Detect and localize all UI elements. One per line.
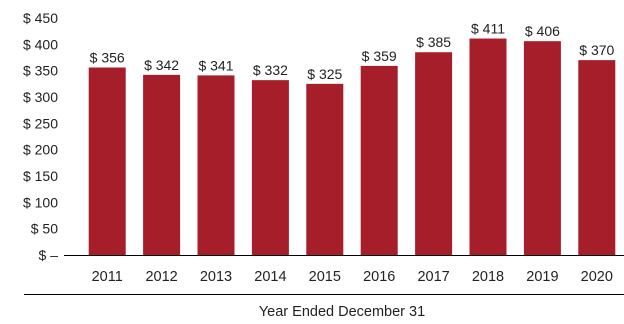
data-labels-group: $ 356 $ 342 $ 341 $ 332 $ 325 $ 359 $ 385 $ 411…	[90, 21, 615, 82]
bars-group	[88, 38, 616, 256]
x-tick-label-2016: 2016	[363, 269, 395, 285]
x-tick-label-2019: 2019	[526, 269, 558, 285]
bar-2015	[306, 83, 344, 255]
x-axis-title: Year Ended December 31	[259, 304, 425, 320]
y-axis: $ – $ 50 $ 100 $ 150 $ 200 $ 250 $ 300 $ 350 $ 4…	[23, 10, 58, 263]
bar-2017	[415, 52, 453, 255]
x-tick-label-2017: 2017	[417, 269, 449, 285]
x-axis: 2011 2012 2013 2014 2015 2016 2017 2018 2019 2020	[92, 269, 613, 285]
bar-2016	[360, 65, 398, 255]
data-label-2017: $ 385	[416, 34, 451, 50]
data-label-2018: $ 411	[471, 21, 505, 37]
y-tick-label: $ 400	[23, 36, 58, 52]
y-tick-label: $ –	[39, 247, 59, 263]
y-tick-label: $ 200	[23, 142, 58, 158]
y-tick-label: $ 450	[23, 10, 58, 26]
y-tick-label: $ 100	[23, 194, 58, 210]
x-tick-label-2011: 2011	[92, 269, 123, 285]
bar-2014	[251, 80, 289, 255]
bar-2018	[469, 38, 507, 255]
y-tick-label: $ 150	[23, 168, 58, 184]
x-tick-label-2013: 2013	[200, 269, 232, 285]
data-label-2013: $ 341	[198, 57, 233, 73]
data-label-2020: $ 370	[579, 42, 614, 58]
y-tick-label: $ 50	[31, 221, 58, 237]
bar-2013	[197, 75, 235, 255]
bar-2011	[88, 67, 126, 255]
data-label-2016: $ 359	[362, 48, 397, 64]
data-label-2012: $ 342	[144, 57, 179, 73]
x-tick-label-2020: 2020	[581, 269, 613, 285]
bar-2020	[578, 60, 616, 256]
y-tick-label: $ 350	[23, 63, 58, 79]
x-tick-label-2012: 2012	[145, 269, 177, 285]
x-tick-label-2014: 2014	[254, 269, 286, 285]
x-tick-label-2018: 2018	[472, 269, 504, 285]
bar-2012	[143, 74, 181, 255]
bar-2019	[523, 41, 561, 255]
y-tick-label: $ 300	[23, 89, 58, 105]
data-label-2019: $ 406	[525, 23, 560, 39]
data-label-2014: $ 332	[253, 62, 288, 78]
data-label-2011: $ 356	[90, 50, 125, 66]
y-tick-label: $ 250	[23, 115, 58, 131]
data-label-2015: $ 325	[307, 66, 342, 82]
x-tick-label-2015: 2015	[309, 269, 341, 285]
